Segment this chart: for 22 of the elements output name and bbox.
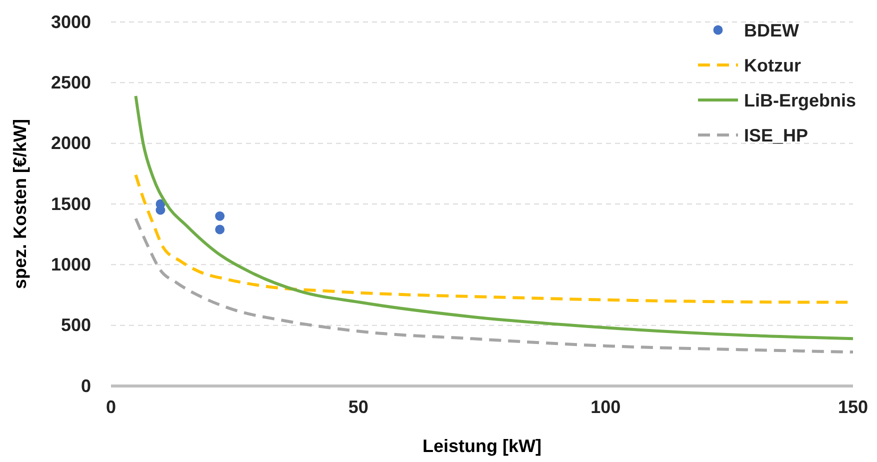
y-tick-label: 500 (60, 315, 91, 336)
y-tick-label: 2500 (50, 72, 91, 92)
y-tick-label: 3000 (50, 12, 91, 32)
point (156, 205, 166, 215)
y-tick-label: 1000 (50, 254, 91, 274)
x-axis-title: Leistung [kW] (422, 436, 542, 456)
y-tick-label: 1500 (50, 194, 91, 214)
point (215, 211, 225, 221)
x-tick-label: 100 (590, 396, 621, 417)
legend-label: LiB-Ergebnis (744, 90, 856, 110)
y-tick-label: 0 (80, 376, 91, 396)
legend-label: BDEW (744, 20, 800, 40)
y-axis-title: spez. Kosten [€/kW] (10, 118, 30, 290)
line-series (134, 217, 854, 354)
x-tick-label: 0 (106, 396, 116, 417)
line-series (134, 94, 854, 340)
legend-label: Kotzur (744, 55, 801, 76)
x-tick-label: 50 (348, 396, 368, 417)
y-tick-label: 2000 (50, 133, 91, 154)
point (215, 224, 225, 234)
legend-label: ISE_HP (744, 125, 808, 146)
x-tick-label: 150 (838, 396, 868, 417)
